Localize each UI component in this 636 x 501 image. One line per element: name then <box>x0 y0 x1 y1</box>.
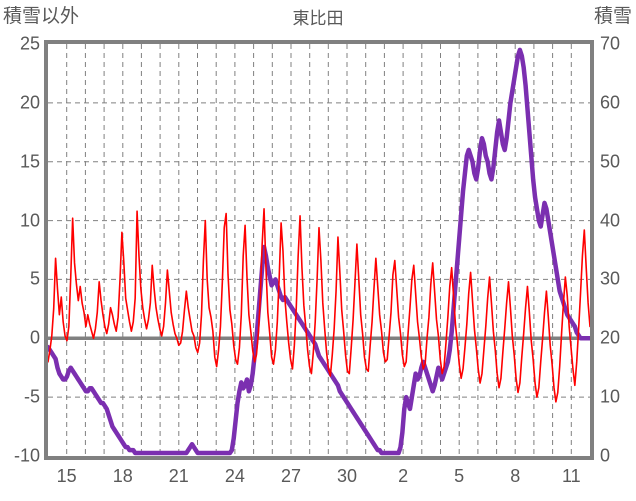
plot-canvas <box>48 44 590 456</box>
y-axis-right-tick: 10 <box>600 386 621 407</box>
y-axis-right-tick: 40 <box>600 210 621 231</box>
y-axis-left-tick: 0 <box>29 327 40 348</box>
y-axis-left-tick: 5 <box>29 268 40 289</box>
x-axis-tick: 2 <box>398 466 409 486</box>
y-axis-right-tick: 60 <box>600 92 621 113</box>
x-axis-tick: 30 <box>337 466 358 486</box>
y-axis-left-tick: 10 <box>19 210 40 231</box>
y-axis-left-tick: 25 <box>19 33 40 54</box>
y-axis-left-tick: -10 <box>13 445 40 466</box>
page-title: 東比田 <box>292 9 344 28</box>
x-axis-tick: 21 <box>168 466 189 486</box>
right-axis-title: 積雪 <box>593 6 632 27</box>
y-axis-right-tick: 50 <box>600 151 621 172</box>
y-axis-right-tick: 30 <box>600 268 621 289</box>
x-axis-tick: 15 <box>56 466 77 486</box>
series-line-non-snow <box>48 208 590 403</box>
x-axis-tick: 24 <box>224 466 245 486</box>
left-axis-title: 積雪以外 <box>3 6 80 27</box>
y-axis-right-tick: 70 <box>600 33 621 54</box>
plot-area <box>44 40 594 460</box>
x-axis-tick: 27 <box>280 466 301 486</box>
y-axis-right-tick: 0 <box>600 445 611 466</box>
y-axis-left-tick: 15 <box>19 151 40 172</box>
chart-svg <box>48 44 590 456</box>
y-axis-right-tick: 20 <box>600 327 621 348</box>
x-axis-tick: 11 <box>561 466 581 486</box>
x-axis-tick: 18 <box>112 466 133 486</box>
series-line-snow-depth <box>48 47 590 456</box>
x-axis-tick: 8 <box>510 466 521 486</box>
y-axis-left-tick: -5 <box>23 386 40 407</box>
x-axis-tick: 5 <box>454 466 465 486</box>
y-axis-left-tick: 20 <box>19 92 40 113</box>
gridlines <box>48 44 590 456</box>
